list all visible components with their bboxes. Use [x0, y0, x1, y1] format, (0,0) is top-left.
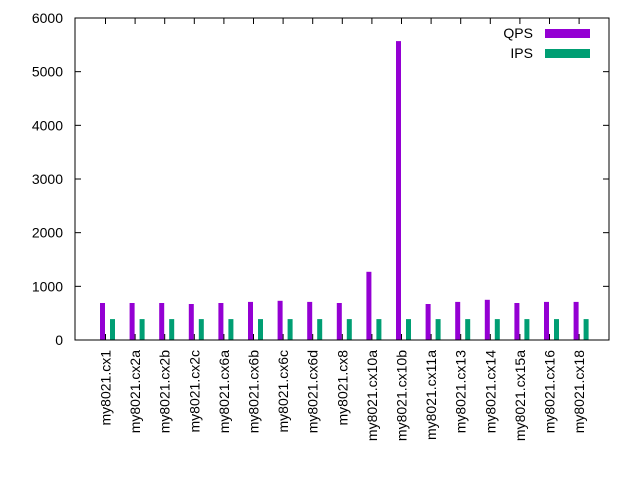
- legend-swatch-qps: [545, 29, 590, 38]
- x-tick-label-16: my8021.cx18: [571, 350, 587, 433]
- bar-ips-1: [139, 319, 145, 340]
- x-tick-label-5: my8021.cx6b: [246, 350, 262, 433]
- bar-qps-13: [484, 299, 490, 341]
- bar-ips-15: [554, 319, 559, 340]
- x-tick-label-10: my8021.cx10b: [394, 350, 410, 441]
- x-tick-label-1: my8021.cx2a: [127, 350, 143, 433]
- bar-ips-8: [346, 319, 352, 340]
- bar-ips-2: [169, 319, 175, 340]
- bar-ips-14: [524, 319, 530, 340]
- x-tick-label-4: my8021.cx6a: [216, 350, 232, 433]
- bar-qps-4: [218, 303, 224, 340]
- bar-qps-1: [129, 303, 135, 340]
- bar-qps-6: [277, 300, 283, 340]
- bar-qps-16: [573, 301, 579, 340]
- x-tick-label-7: my8021.cx6d: [305, 350, 321, 433]
- bar-ips-0: [110, 319, 115, 340]
- bar-qps-11: [425, 304, 431, 340]
- bar-qps-2: [159, 303, 165, 340]
- bar-ips-13: [494, 319, 500, 340]
- legend: QPS IPS: [503, 25, 590, 61]
- bar-ips-9: [376, 319, 382, 340]
- y-tick-label-4: 4000: [32, 117, 63, 133]
- x-tick-label-12: my8021.cx13: [453, 350, 469, 433]
- bar-qps-10: [396, 41, 401, 340]
- y-tick-label-1: 1000: [32, 278, 63, 294]
- y-tick-label-5: 5000: [32, 64, 63, 80]
- legend-swatch-ips: [545, 49, 590, 58]
- x-tick-label-14: my8021.cx15a: [512, 350, 528, 441]
- x-tick-label-11: my8021.cx11a: [423, 350, 439, 440]
- y-tick-label-0: 0: [55, 332, 63, 348]
- bars-layer: [100, 41, 589, 341]
- bar-ips-7: [317, 319, 323, 340]
- legend-label-ips: IPS: [510, 45, 533, 61]
- y-tick-label-6: 6000: [32, 10, 63, 26]
- bar-qps-5: [248, 301, 253, 340]
- bar-ips-4: [228, 319, 234, 340]
- bar-qps-14: [514, 303, 520, 340]
- x-tick-label-6: my8021.cx6c: [275, 350, 291, 432]
- bar-qps-9: [366, 271, 372, 340]
- legend-label-qps: QPS: [503, 25, 533, 41]
- y-tick-label-3: 3000: [32, 171, 63, 187]
- bar-qps-7: [307, 301, 313, 340]
- bar-ips-10: [406, 319, 411, 340]
- x-tick-label-8: my8021.cx8: [334, 350, 350, 426]
- bar-qps-15: [544, 301, 549, 340]
- plot-frame: [74, 17, 610, 341]
- y-axis: 0 1000 2000 3000 4000 5000 6000: [32, 10, 609, 348]
- bar-ips-11: [435, 319, 441, 340]
- bar-qps-8: [336, 303, 342, 340]
- x-tick-label-9: my8021.cx10a: [364, 350, 380, 441]
- bar-ips-6: [287, 319, 293, 340]
- y-tick-label-2: 2000: [32, 225, 63, 241]
- x-tick-label-3: my8021.cx2c: [186, 350, 202, 432]
- x-tick-label-13: my8021.cx14: [482, 350, 498, 433]
- x-tick-label-0: my8021.cx1: [98, 350, 114, 426]
- x-axis: my8021.cx1 my8021.cx2a my8021.cx2b my8021.c…: [98, 18, 587, 441]
- bar-ips-3: [198, 319, 204, 340]
- bar-ips-5: [258, 319, 263, 340]
- bar-qps-3: [188, 304, 194, 340]
- bar-qps-12: [455, 301, 461, 340]
- bar-qps-0: [100, 303, 105, 340]
- x-tick-label-2: my8021.cx2b: [157, 350, 173, 433]
- x-tick-label-15: my8021.cx16: [542, 350, 558, 433]
- bar-ips-16: [583, 319, 589, 340]
- bar-ips-12: [465, 319, 471, 340]
